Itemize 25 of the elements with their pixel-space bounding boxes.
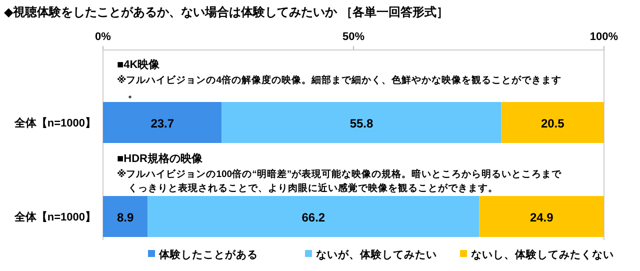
bar (103, 196, 148, 237)
legend-label: 体験したことがある (158, 248, 258, 261)
x-tick-label: 0% (95, 31, 112, 43)
bar (103, 102, 222, 143)
y-tick-label: 全体【n=1000】 (13, 116, 96, 130)
bar (479, 196, 604, 237)
x-tick-label: 50% (342, 31, 365, 43)
annotation: ■4K映像 (117, 58, 161, 71)
data-label: 55.8 (350, 116, 374, 130)
annotation: ※フルハイビジョンの100倍の“明暗差”が表現可能な映像の規格。暗いところから明るいところまでくっきりと表現されることで、より肉眼に近い感覚で映像を観ることができます。 (117, 168, 563, 194)
data-label: 24.9 (530, 210, 554, 224)
annotation: ※フルハイビジョンの4倍の解像度の映像。細部まで細かく、色鮮やかな映像を観ることができます。 (117, 74, 562, 100)
chart-title: ◆視聴体験をしたことがあるか、ない場合は体験してみたいか ［各単一回答形式］ (4, 5, 449, 19)
y-tick-label: 全体【n=1000】 (13, 210, 96, 224)
data-label: 20.5 (540, 116, 565, 130)
annotation: ■HDR規格の映像 (117, 152, 204, 165)
legend-label: ないし、体験してみたくない (471, 248, 614, 261)
bar (501, 102, 604, 143)
data-label: 8.9 (116, 210, 134, 224)
legend-label: ないが、体験してみたい (316, 248, 437, 261)
bar (148, 196, 480, 237)
data-label: 66.2 (302, 210, 326, 224)
bar (222, 102, 502, 143)
data-label: 23.7 (150, 116, 174, 130)
x-tick-label: 100% (590, 31, 618, 43)
